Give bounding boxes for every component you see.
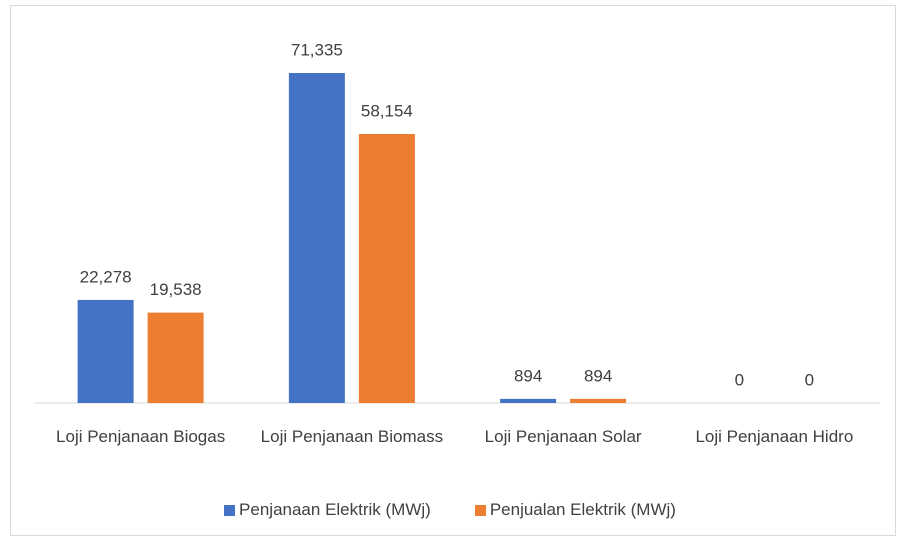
chart-frame	[10, 5, 896, 536]
legend-item: Penjualan Elektrik (MWj)	[474, 500, 676, 520]
x-tick-label: Loji Penjanaan Solar	[484, 427, 642, 446]
data-label: 894	[514, 366, 542, 385]
bar	[500, 398, 557, 403]
bar	[570, 398, 627, 403]
data-label: 0	[735, 370, 744, 389]
bar	[358, 133, 415, 403]
legend-label: Penjualan Elektrik (MWj)	[489, 500, 676, 519]
data-label: 71,335	[291, 40, 343, 59]
data-label: 894	[584, 366, 612, 385]
x-tick-label: Loji Penjanaan Hidro	[695, 427, 854, 446]
legend-swatch	[224, 504, 236, 516]
data-label: 22,278	[80, 267, 132, 286]
bar	[288, 73, 345, 403]
legend-swatch	[474, 504, 486, 516]
bar	[77, 299, 134, 403]
x-tick-label: Loji Penjanaan Biomass	[260, 427, 444, 446]
legend-item: Penjanaan Elektrik (MWj)	[224, 500, 431, 520]
data-label: 19,538	[150, 280, 202, 299]
data-label: 0	[805, 370, 814, 389]
legend-label: Penjanaan Elektrik (MWj)	[239, 500, 431, 519]
legend: Penjanaan Elektrik (MWj) Penjualan Elektr…	[0, 500, 900, 520]
data-label: 58,154	[361, 101, 413, 120]
bar	[147, 312, 204, 403]
x-tick-label: Loji Penjanaan Biogas	[56, 427, 226, 446]
